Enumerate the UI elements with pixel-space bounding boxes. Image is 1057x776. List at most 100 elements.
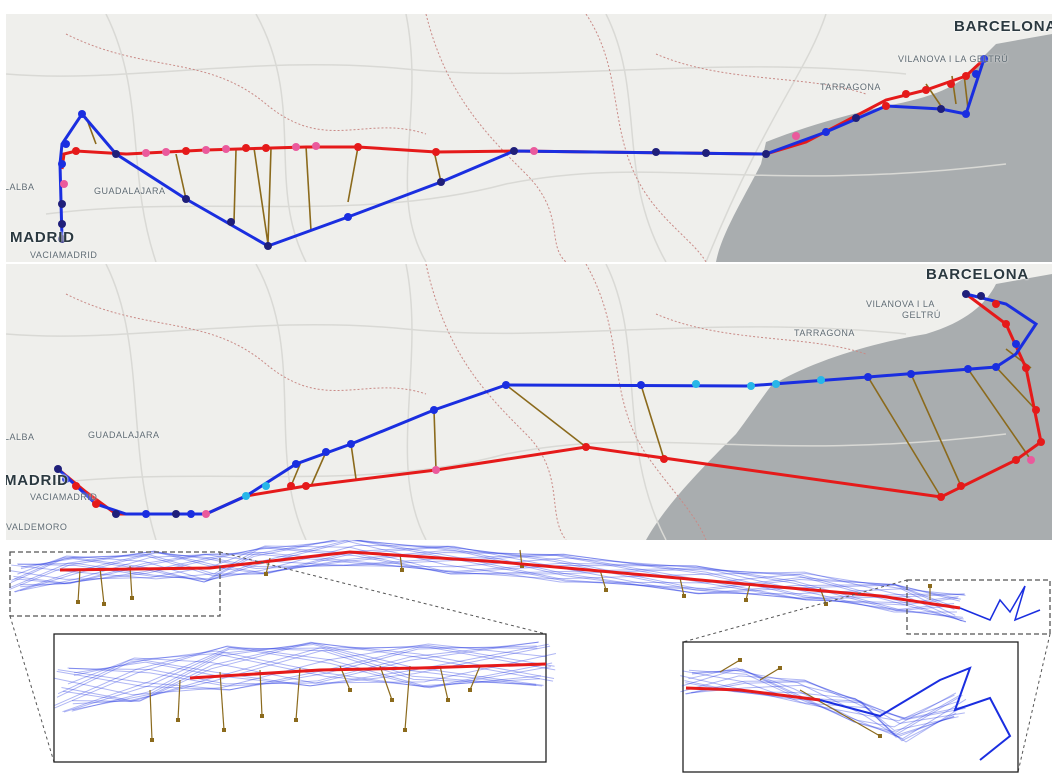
node-marker [187, 510, 195, 518]
node-marker [864, 373, 872, 381]
node-marker [530, 147, 538, 155]
node-marker [227, 218, 235, 226]
node-marker [92, 500, 100, 508]
route-bundle-overview [8, 540, 1041, 623]
node-marker [1022, 364, 1030, 372]
node-marker [72, 482, 80, 490]
inset-left [53, 633, 557, 763]
node-marker [972, 70, 980, 78]
node-marker [202, 510, 210, 518]
node-marker [1027, 456, 1035, 464]
node-marker [162, 148, 170, 156]
node-marker [347, 440, 355, 448]
label-barcelona: BARCELONA [954, 18, 1052, 35]
node-marker [947, 80, 955, 88]
node-marker [992, 363, 1000, 371]
label-barcelona: BARCELONA [926, 266, 1030, 283]
label-alalba: LALBA [6, 182, 35, 192]
label-vilanova-2: GELTRÚ [902, 310, 941, 320]
node-marker [58, 235, 66, 243]
node-markers [58, 55, 988, 250]
label-guadalajara: GUADALAJARA [94, 186, 166, 196]
node-marker [262, 482, 270, 490]
label-madrid: MADRID [10, 229, 75, 246]
zoom-box-left [9, 551, 221, 617]
node-marker [907, 370, 915, 378]
node-marker [112, 510, 120, 518]
node-marker [992, 300, 1000, 308]
node-marker [437, 178, 445, 186]
sea [716, 34, 1052, 262]
label-tarragona: TARRAGONA [820, 82, 881, 92]
route-bundle-inset-left [54, 641, 557, 742]
node-marker [1037, 438, 1045, 446]
node-marker [432, 466, 440, 474]
node-marker [1012, 456, 1020, 464]
node-marker [772, 380, 780, 388]
node-marker [1032, 406, 1040, 414]
zoom-box-right [906, 579, 1051, 635]
node-marker [142, 510, 150, 518]
node-marker [962, 72, 970, 80]
node-marker [287, 482, 295, 490]
borders [65, 14, 867, 262]
label-vilanova: VILANOVA I LA GELTRÚ [898, 54, 1009, 64]
route-blue [58, 58, 986, 248]
node-marker [957, 482, 965, 490]
node-marker [637, 381, 645, 389]
node-marker [852, 114, 860, 122]
node-marker [502, 381, 510, 389]
node-marker [882, 102, 890, 110]
node-marker [262, 144, 270, 152]
node-marker [937, 105, 945, 113]
node-marker [264, 242, 272, 250]
node-marker [58, 200, 66, 208]
map-middle-canvas [6, 264, 1052, 540]
node-marker [302, 482, 310, 490]
map-top-canvas [6, 14, 1052, 262]
node-markers [54, 290, 1045, 518]
node-marker [182, 147, 190, 155]
node-marker [78, 110, 86, 118]
node-marker [312, 142, 320, 150]
node-marker [762, 150, 770, 158]
roads [6, 264, 1007, 540]
node-marker [922, 86, 930, 94]
node-marker [747, 382, 755, 390]
node-marker [702, 149, 710, 157]
node-marker [582, 443, 590, 451]
route-blue [56, 292, 1039, 516]
node-marker [1002, 320, 1010, 328]
inset-right [680, 641, 1019, 773]
node-marker [652, 148, 660, 156]
node-marker [62, 475, 70, 483]
node-marker [182, 195, 190, 203]
node-marker [510, 147, 518, 155]
node-marker [430, 406, 438, 414]
node-marker [902, 90, 910, 98]
links [290, 348, 1037, 498]
node-marker [202, 146, 210, 154]
node-marker [292, 460, 300, 468]
map-panel-middle[interactable]: BARCELONA VILANOVA I LA GELTRÚ TARRAGONA… [6, 264, 1052, 540]
label-madrid: MADRID [6, 472, 69, 489]
label-vaciamadrid: VACIAMADRID [30, 492, 98, 502]
zoom-connectors [9, 551, 1051, 773]
node-marker [62, 140, 70, 148]
node-marker [432, 148, 440, 156]
node-marker [60, 180, 68, 188]
label-alalba: LALBA [6, 432, 35, 442]
node-marker [58, 160, 66, 168]
node-marker [354, 143, 362, 151]
map-panel-top[interactable]: BARCELONA VILANOVA I LA GELTRÚ TARRAGONA… [6, 14, 1052, 262]
node-marker [322, 448, 330, 456]
node-marker [980, 55, 988, 63]
node-marker [142, 149, 150, 157]
label-vilanova-1: VILANOVA I LA [866, 299, 935, 309]
node-marker [72, 147, 80, 155]
node-marker [58, 220, 66, 228]
node-marker [962, 110, 970, 118]
label-tarragona: TARRAGONA [794, 328, 855, 338]
node-marker [222, 145, 230, 153]
sea [646, 274, 1052, 540]
